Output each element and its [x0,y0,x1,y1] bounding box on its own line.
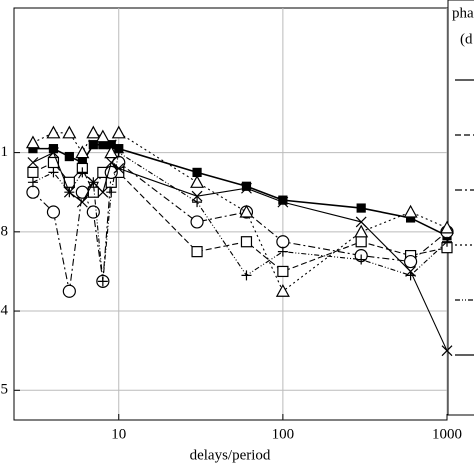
marker [355,236,367,248]
marker [403,204,418,218]
marker [441,345,453,357]
marker [62,284,76,298]
marker [27,157,39,168]
marker [64,151,74,162]
marker [27,166,39,179]
marker [111,125,126,139]
y-tick-label: 1 [1,144,9,160]
marker [46,125,61,139]
series-line [32,161,448,273]
marker [25,135,40,149]
marker [75,145,90,159]
marker [356,254,367,265]
marker [277,246,288,257]
legend-title: pha [452,5,474,21]
marker [191,190,203,202]
x-axis-label: delays/period [190,447,271,463]
marker [75,185,89,199]
marker [63,186,75,198]
legend-box [447,0,474,416]
marker [105,157,117,168]
marker [27,177,38,188]
marker [62,125,77,139]
marker [97,186,109,198]
y-tick-label: 8 [1,223,9,239]
marker [241,182,252,194]
marker [191,246,203,258]
marker [442,236,452,247]
marker [239,204,254,218]
series-line [32,151,448,282]
marker [77,167,88,178]
marker [76,196,88,208]
marker [356,203,366,213]
marker [405,266,417,277]
marker [190,175,205,188]
marker [106,187,117,198]
marker [354,224,369,238]
marker [403,254,418,269]
plot-frame [13,7,448,421]
marker [240,236,253,248]
marker [48,144,59,154]
marker [276,235,290,249]
y-tick-label: 4 [1,302,9,318]
marker [241,181,252,191]
marker [46,205,61,219]
marker [241,270,252,281]
marker [88,140,98,150]
legend-title: (d [460,31,473,47]
marker [275,283,290,297]
marker [113,147,124,158]
marker [192,197,203,208]
marker [190,215,204,229]
marker [86,125,101,139]
marker [87,176,99,188]
marker [277,196,289,208]
series-line [32,161,448,292]
marker [97,276,108,287]
marker [48,147,59,159]
x-tick-label: 1000 [432,426,462,442]
x-tick-label: 100 [272,426,295,442]
y-tick-label: 5 [1,382,9,398]
marker [95,129,110,143]
marker [26,185,40,199]
marker [104,165,118,180]
marker [113,163,125,174]
marker [112,155,126,170]
marker [355,216,367,228]
marker [277,265,289,278]
marker [86,205,100,219]
marker [439,220,455,234]
marker [48,167,59,178]
x-tick-label: 10 [111,426,126,442]
